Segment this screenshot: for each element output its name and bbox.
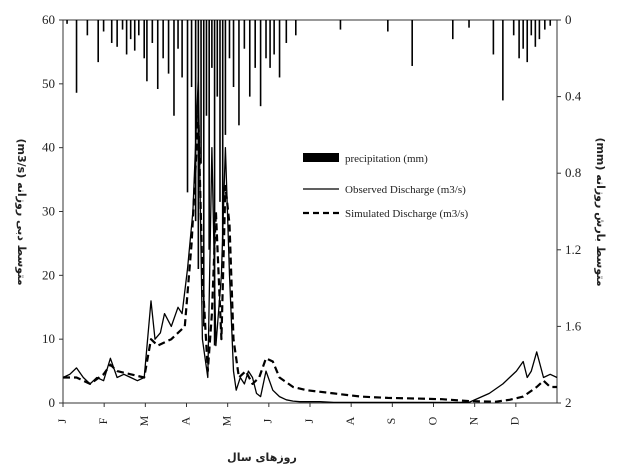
- right-tick-label-3: 1.2: [565, 242, 581, 257]
- legend-precipitation-swatch: [303, 153, 339, 162]
- legend-observed-label: Observed Discharge (m3/s): [345, 184, 466, 196]
- month-tick-label-3: A: [178, 416, 192, 425]
- right-axis-ticks: 0 0.4 0.8 1.2 1.6 2: [557, 12, 582, 410]
- month-tick-label-0: J: [55, 418, 69, 423]
- right-tick-label-4: 1.6: [565, 318, 582, 333]
- left-axis-ticks: 0 10 20 30 40 50 60: [42, 12, 63, 410]
- right-tick-label-2: 0.8: [565, 165, 581, 180]
- precipitation-bars: [66, 20, 552, 346]
- left-tick-label-0: 0: [49, 395, 56, 410]
- simulated-discharge-line: [63, 114, 557, 403]
- month-tick-label-5: J: [261, 418, 275, 423]
- month-tick-label-8: S: [384, 418, 398, 425]
- month-tick-label-6: J: [302, 418, 316, 423]
- legend: precipitation (mm) Observed Discharge (m…: [303, 153, 469, 220]
- left-tick-label-5: 50: [42, 76, 55, 91]
- month-tick-label-11: D: [508, 416, 522, 425]
- right-tick-label-1: 0.4: [565, 89, 582, 104]
- month-tick-label-10: N: [466, 416, 480, 425]
- left-tick-label-6: 60: [42, 12, 55, 27]
- legend-precipitation-label: precipitation (mm): [345, 153, 428, 165]
- month-tick-label-1: F: [96, 417, 110, 424]
- plot-frame: [62, 19, 558, 404]
- month-tick-label-9: O: [425, 416, 439, 425]
- right-tick-label-5: 2: [565, 395, 572, 410]
- right-tick-label-0: 0: [565, 12, 572, 27]
- x-axis-title: روزهای سال: [227, 451, 297, 464]
- left-tick-label-1: 10: [42, 331, 55, 346]
- discharge-lines: [62, 76, 558, 404]
- month-tick-label-2: M: [137, 415, 151, 426]
- month-tick-label-7: A: [343, 416, 357, 425]
- legend-simulated-label: Simulated Discharge (m3/s): [345, 208, 469, 220]
- left-tick-label-2: 20: [42, 267, 55, 282]
- right-axis-title: متوسط بارش روزانه (mm): [594, 137, 607, 286]
- observed-discharge-line: [62, 76, 558, 404]
- month-tick-label-4: M: [219, 415, 233, 426]
- left-tick-label-3: 30: [42, 204, 55, 219]
- left-tick-label-4: 40: [42, 140, 55, 155]
- left-axis-title: متوسط دبی روزانه (m3/s): [15, 138, 28, 285]
